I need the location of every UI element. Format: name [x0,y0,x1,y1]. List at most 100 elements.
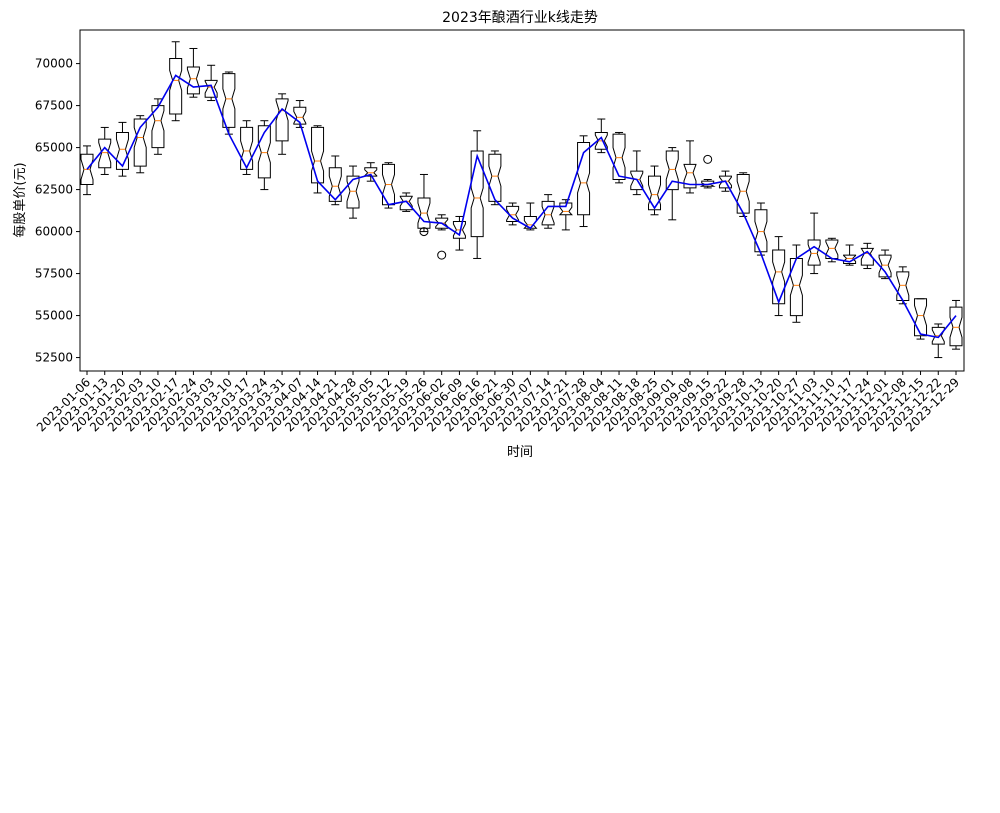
box-item [328,155,342,206]
box-body [896,271,910,301]
y-tick-label: 57500 [35,267,73,281]
box-item [683,140,697,194]
box-item [541,194,555,229]
box-item [577,135,591,228]
plot-frame [79,29,965,372]
box-body [80,153,94,186]
box-item [718,170,732,192]
box-body [949,306,963,347]
box-item [80,145,94,196]
box-item [435,214,449,260]
box-body [558,202,573,216]
trend-line-series [86,74,957,339]
box-body [470,150,484,238]
box-item [381,162,395,209]
box-body [541,200,555,226]
box-body [311,126,325,184]
box-item [825,237,839,263]
box-item [488,150,502,206]
box-item [417,173,431,237]
box-body [204,79,218,98]
box-body [399,195,413,211]
box-body [346,175,360,209]
box-item [523,202,538,231]
box-item [151,98,165,155]
box-body [98,138,112,169]
box-body [115,131,129,170]
box-item [878,249,892,280]
box-body [612,133,626,181]
box-body [186,66,200,95]
box-body [914,298,928,337]
box-item [736,172,750,217]
y-tick-label: 55000 [35,309,73,323]
box-body [364,167,378,177]
box-body [275,98,289,142]
box-body [222,73,236,128]
box-body [151,105,165,149]
box-item [558,199,573,231]
box-item [364,162,378,182]
box-item [98,126,112,175]
box-item [506,202,520,226]
y-tick-label: 62500 [35,183,73,197]
box-item [860,242,875,270]
box-body [807,239,821,266]
box-item [789,244,803,323]
box-body [630,170,644,191]
outlier-point [419,227,429,237]
box-body [772,249,786,305]
box-body [523,215,538,229]
box-body [825,239,839,259]
box-body [133,118,147,167]
box-item [346,165,360,219]
box-item [807,212,821,275]
box-body [328,167,342,202]
chart-title: 2023年酿酒行业k线走势 [442,10,598,26]
box-item [630,150,644,196]
box-item [914,298,928,340]
box-item [754,202,768,256]
box-body [736,173,750,214]
box-body [843,254,857,264]
y-tick-label: 67500 [35,99,73,113]
box-body [789,257,803,317]
box-body [381,163,395,206]
box-item [612,131,626,184]
box-body [506,205,520,222]
box-item [843,244,857,266]
box-item [594,118,608,154]
box-item [665,147,679,221]
x-axis: 2023-01-062023-01-132023-01-202023-02-03… [34,371,962,434]
box-item [204,64,218,102]
box-item [896,266,910,305]
box-body [488,153,502,202]
y-tick-label: 70000 [35,57,73,71]
box-body [594,131,608,150]
y-tick-label: 60000 [35,225,73,239]
box-item [115,121,129,177]
outlier-point [437,250,447,260]
box-body [860,247,875,266]
box-body [931,326,945,345]
box-item [470,130,484,259]
box-body [754,209,768,253]
box-item [648,165,662,216]
y-tick-label: 52500 [35,351,73,365]
box-item [240,120,254,175]
outlier-point [703,154,713,164]
box-item [949,299,963,350]
box-item [257,120,271,191]
box-body [169,58,183,115]
box-item [311,125,325,194]
y-tick-label: 65000 [35,141,73,155]
y-axis: 52500 55000 57500 60000 62500 65000 67500 70000 [35,57,80,365]
box-body [240,126,254,170]
box-body [683,163,697,189]
y-axis-label: 每股单价(元) [12,162,28,237]
box-item [169,41,183,122]
box-item [186,47,200,98]
x-axis-label: 时间 [507,445,533,460]
